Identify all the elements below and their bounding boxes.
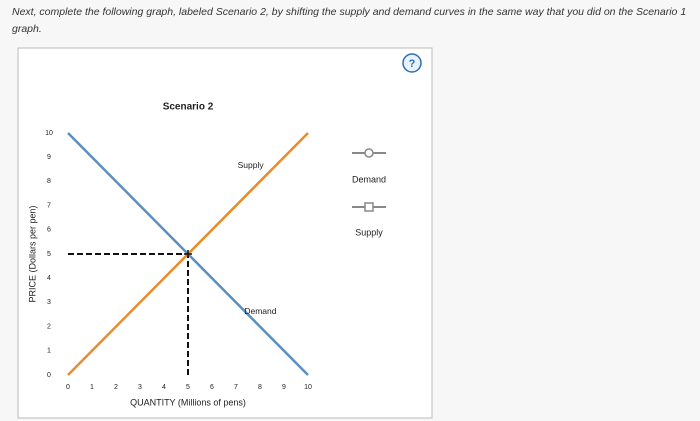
x-tick-label: 7 xyxy=(234,384,238,391)
x-tick-label: 6 xyxy=(210,384,214,391)
supply-tool-label: Supply xyxy=(355,227,383,237)
y-tick-label: 3 xyxy=(47,299,51,306)
help-icon[interactable]: ? xyxy=(409,58,416,70)
y-tick-label: 10 xyxy=(45,130,53,137)
y-axis-label: PRICE (Dollars per pen) xyxy=(27,205,37,302)
y-tick-label: 6 xyxy=(47,227,51,234)
supply-curve-label: Supply xyxy=(238,160,265,170)
demand-tool-marker[interactable] xyxy=(364,148,374,158)
x-tick-label: 8 xyxy=(258,384,262,391)
x-tick-label: 3 xyxy=(138,384,142,391)
x-tick-label: 2 xyxy=(114,384,118,391)
demand-curve-label: Demand xyxy=(244,306,276,316)
supply-tool-marker[interactable] xyxy=(364,202,374,212)
help-button[interactable] xyxy=(402,53,422,73)
x-tick-label: 5 xyxy=(186,384,190,391)
demand-tool-label: Demand xyxy=(352,174,386,184)
equilibrium-marker xyxy=(184,250,192,258)
y-tick-label: 7 xyxy=(47,202,51,209)
y-tick-label: 2 xyxy=(47,323,51,330)
y-tick-label: 0 xyxy=(47,372,51,379)
x-tick-label: 10 xyxy=(304,384,312,391)
x-tick-label: 0 xyxy=(66,384,70,391)
y-tick-label: 1 xyxy=(47,348,51,355)
y-tick-label: 4 xyxy=(47,275,51,282)
y-tick-label: 5 xyxy=(47,251,51,258)
x-tick-label: 4 xyxy=(162,384,166,391)
y-tick-label: 8 xyxy=(47,178,51,185)
x-tick-label: 9 xyxy=(282,384,286,391)
y-tick-label: 9 xyxy=(47,154,51,161)
x-tick-label: 1 xyxy=(90,384,94,391)
x-axis-label: QUANTITY (Millions of pens) xyxy=(130,397,246,407)
chart-title: Scenario 2 xyxy=(163,102,214,113)
instruction: Next, complete the following graph, labe… xyxy=(12,6,687,35)
